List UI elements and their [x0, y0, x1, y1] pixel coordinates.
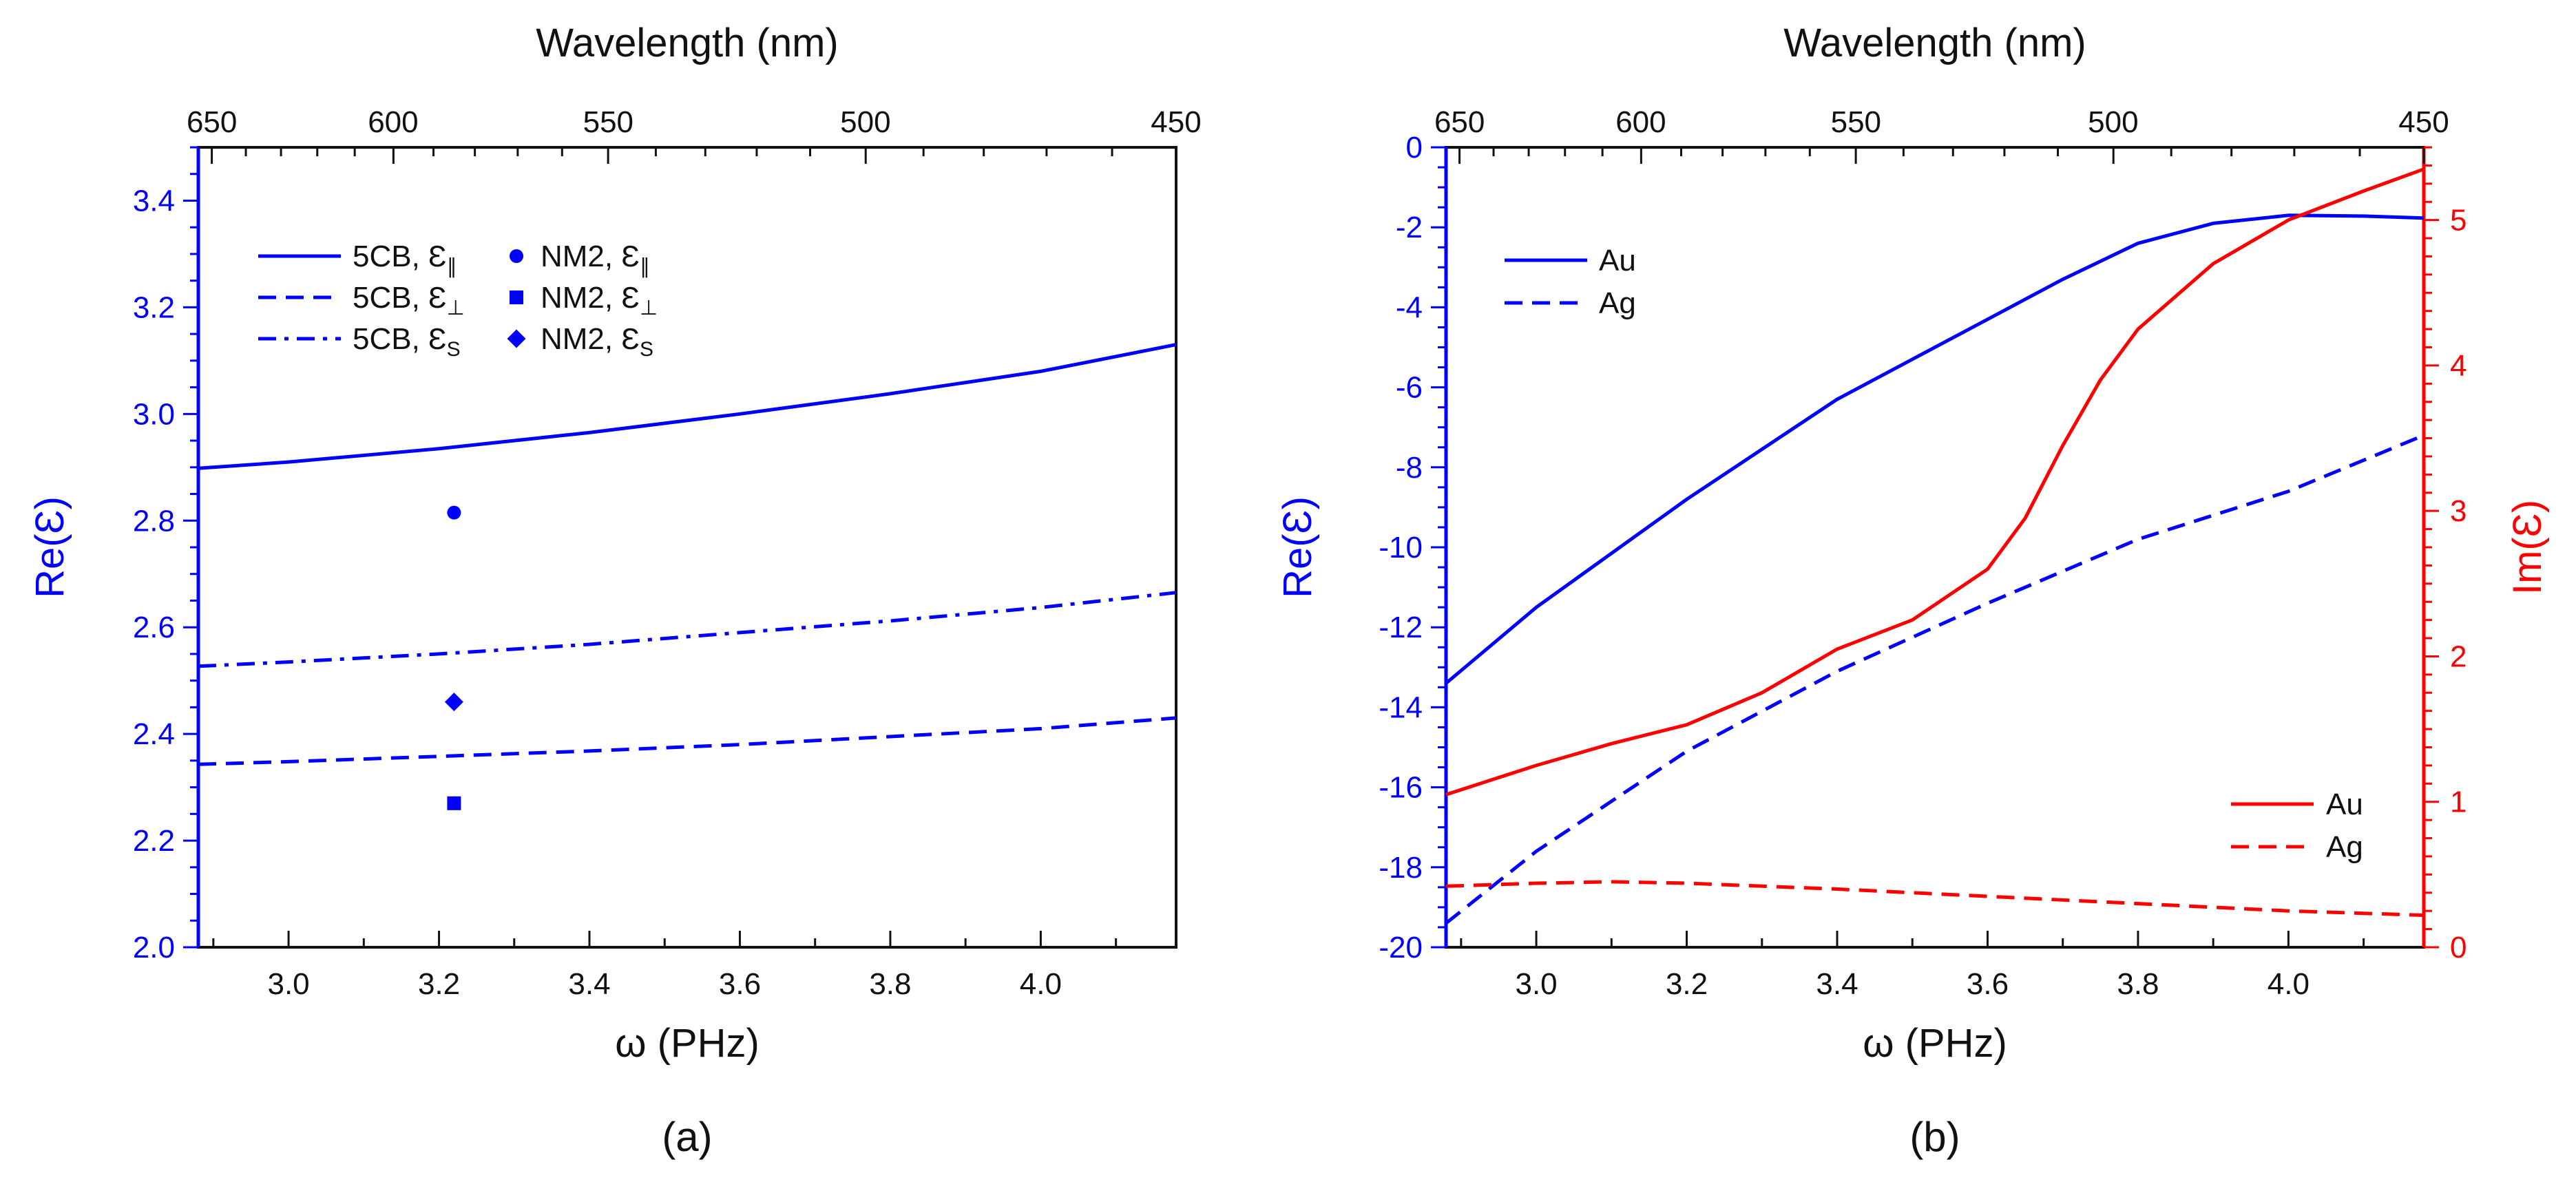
panel-b-label: (b) [1909, 1114, 1960, 1160]
panel-a-legend-subscript: ⊥ [640, 297, 658, 319]
panel-a-xtick-label: 3.8 [869, 967, 911, 1001]
panel-a-ytick-label: 2.4 [133, 717, 175, 751]
panel-b-ytick-label: -6 [1396, 371, 1423, 405]
panel-a-xtick-label: 4.0 [1020, 967, 1062, 1001]
panel-b-xlabel: ω (PHz) [1863, 1021, 2007, 1066]
panel-a-legend-label: NM2, ƐS [541, 322, 653, 361]
panel-b-ytick-label: -8 [1396, 451, 1423, 485]
panel-b-top-tick-label: 500 [2088, 105, 2138, 139]
panel-b-ytick-label: -20 [1379, 931, 1423, 964]
panel-b-ytick-label: -4 [1396, 291, 1423, 324]
panel-a-xtick-label: 3.0 [267, 967, 309, 1001]
panel-b-xtick-label: 4.0 [2268, 967, 2310, 1001]
panel-a-top-tick-label: 600 [368, 105, 418, 139]
panel-b-ytick-label: -16 [1379, 771, 1423, 805]
panel-b-xtick-label: 3.8 [2117, 967, 2159, 1001]
panel-b-plot-frame [1445, 146, 2425, 949]
panel-b-top-tick-label: 600 [1615, 105, 1666, 139]
panel-a-legend-subscript: S [640, 338, 653, 361]
panel-a-legend-label: 5CB, Ɛ∥ [353, 240, 457, 278]
panel-b-series [1445, 167, 2425, 925]
panel-a-ytick-label: 2.0 [133, 931, 175, 964]
panel-a-series-1 [198, 716, 1177, 766]
panel-b-ytick-label: -10 [1379, 531, 1423, 564]
panel-a-label: (a) [662, 1114, 712, 1160]
panel-b-series-0 [1445, 213, 2425, 685]
panel-b-series-2 [1445, 167, 2425, 796]
panel-b-ytick-label: 0 [1406, 131, 1423, 165]
panel-a-point-circle [447, 505, 461, 520]
panel-a-legend-marker [510, 291, 523, 304]
panel-b-ytick-label: -2 [1396, 211, 1423, 244]
panel-a-legend-subscript: S [447, 338, 461, 361]
panel-a-points [444, 505, 463, 810]
panel-b-ytick-right-label: 5 [2450, 204, 2467, 238]
panel-b-series-3 [1445, 880, 2425, 917]
panel-a-series-2 [198, 591, 1177, 668]
panel-a: 3.0 3.2 3.4 3.6 3.8 4.0 650 600 550 500 450 2.0 2.2 2… [28, 21, 1202, 1160]
panel-a-ticks: 3.0 3.2 3.4 3.6 3.8 4.0 650 600 550 500 450 2.0 2.2 2… [133, 105, 1202, 1001]
panel-a-point-square [447, 796, 461, 810]
panel-a-top-tick-label: 650 [187, 105, 237, 139]
panel-b-legend-left-label: Ag [1599, 286, 1636, 320]
panel-b-top-tick-label: 450 [2398, 105, 2449, 139]
panel-b-ytick-label: -18 [1379, 851, 1423, 885]
panel-b-top-xlabel: Wavelength (nm) [1783, 21, 2086, 65]
panel-a-top-tick-label: 550 [583, 105, 633, 139]
panel-b-ylabel: Re(Ɛ) [1275, 496, 1320, 598]
panel-b-ytick-right-label: 2 [2450, 640, 2467, 673]
panel-a-ytick-label: 2.2 [133, 824, 175, 858]
panel-a-plot-frame [197, 146, 1177, 949]
panel-a-legend-label: NM2, Ɛ⊥ [541, 281, 658, 319]
panel-a-ytick-label: 3.2 [133, 291, 175, 324]
panel-b-ytick-label: -14 [1379, 690, 1423, 724]
panel-a-legend-subscript: ∥ [447, 255, 457, 278]
panel-b-legend-right-label: Ag [2326, 830, 2363, 864]
panel-a-series [198, 343, 1177, 766]
panel-a-legend-label: 5CB, ƐS [353, 322, 461, 361]
panel-a-top-xlabel: Wavelength (nm) [536, 21, 838, 65]
panel-b-legend: Au Ag Au Ag [1505, 244, 2363, 864]
panel-b-ytick-label: -12 [1379, 611, 1423, 644]
panel-a-legend-marker [510, 249, 523, 263]
panel-b-xtick-label: 3.0 [1515, 967, 1557, 1001]
panel-a-xlabel: ω (PHz) [615, 1021, 760, 1066]
panel-b-top-tick-label: 550 [1831, 105, 1881, 139]
panel-a-top-tick-label: 500 [840, 105, 890, 139]
panel-b-xtick-label: 3.2 [1666, 967, 1708, 1001]
panel-b-series-1 [1445, 433, 2425, 925]
panel-b-ytick-right-label: 3 [2450, 494, 2467, 528]
panel-a-ytick-label: 3.4 [133, 184, 175, 218]
panel-b-ytick-right-label: 1 [2450, 785, 2467, 819]
panel-b-xtick-label: 3.6 [1967, 967, 2009, 1001]
panel-a-legend-label: NM2, Ɛ∥ [541, 240, 650, 278]
panel-a-xtick-label: 3.6 [719, 967, 761, 1001]
panel-a-ytick-label: 2.8 [133, 504, 175, 538]
panel-b-top-tick-label: 650 [1434, 105, 1485, 139]
panel-a-legend-subscript: ⊥ [447, 297, 465, 319]
panel-a-xtick-label: 3.2 [418, 967, 460, 1001]
panel-a-ylabel: Re(Ɛ) [28, 496, 72, 598]
panel-b-ytick-right-label: 0 [2450, 931, 2467, 964]
panel-a-xtick-label: 3.4 [568, 967, 610, 1001]
panel-a-legend-label: 5CB, Ɛ⊥ [353, 281, 465, 319]
panel-a-series-0 [198, 343, 1177, 470]
panel-b-ylabel-right: Im(Ɛ) [2505, 500, 2550, 595]
panel-b-legend-right-label: Au [2326, 788, 2363, 821]
panel-a-legend-subscript: ∥ [640, 255, 650, 278]
panel-a-top-tick-label: 450 [1151, 105, 1201, 139]
panel-a-legend-marker [507, 329, 526, 348]
panel-a-legend: 5CB, Ɛ∥5CB, Ɛ⊥5CB, ƐS NM2, Ɛ∥NM2, Ɛ⊥NM2, … [258, 240, 658, 361]
panel-a-point-diamond [444, 693, 463, 712]
panel-b-xtick-label: 3.4 [1816, 967, 1858, 1001]
panel-a-ytick-label: 2.6 [133, 611, 175, 644]
panel-a-ytick-label: 3.0 [133, 397, 175, 431]
panel-b-legend-left-label: Au [1599, 244, 1636, 277]
panel-b-ytick-right-label: 4 [2450, 349, 2467, 383]
